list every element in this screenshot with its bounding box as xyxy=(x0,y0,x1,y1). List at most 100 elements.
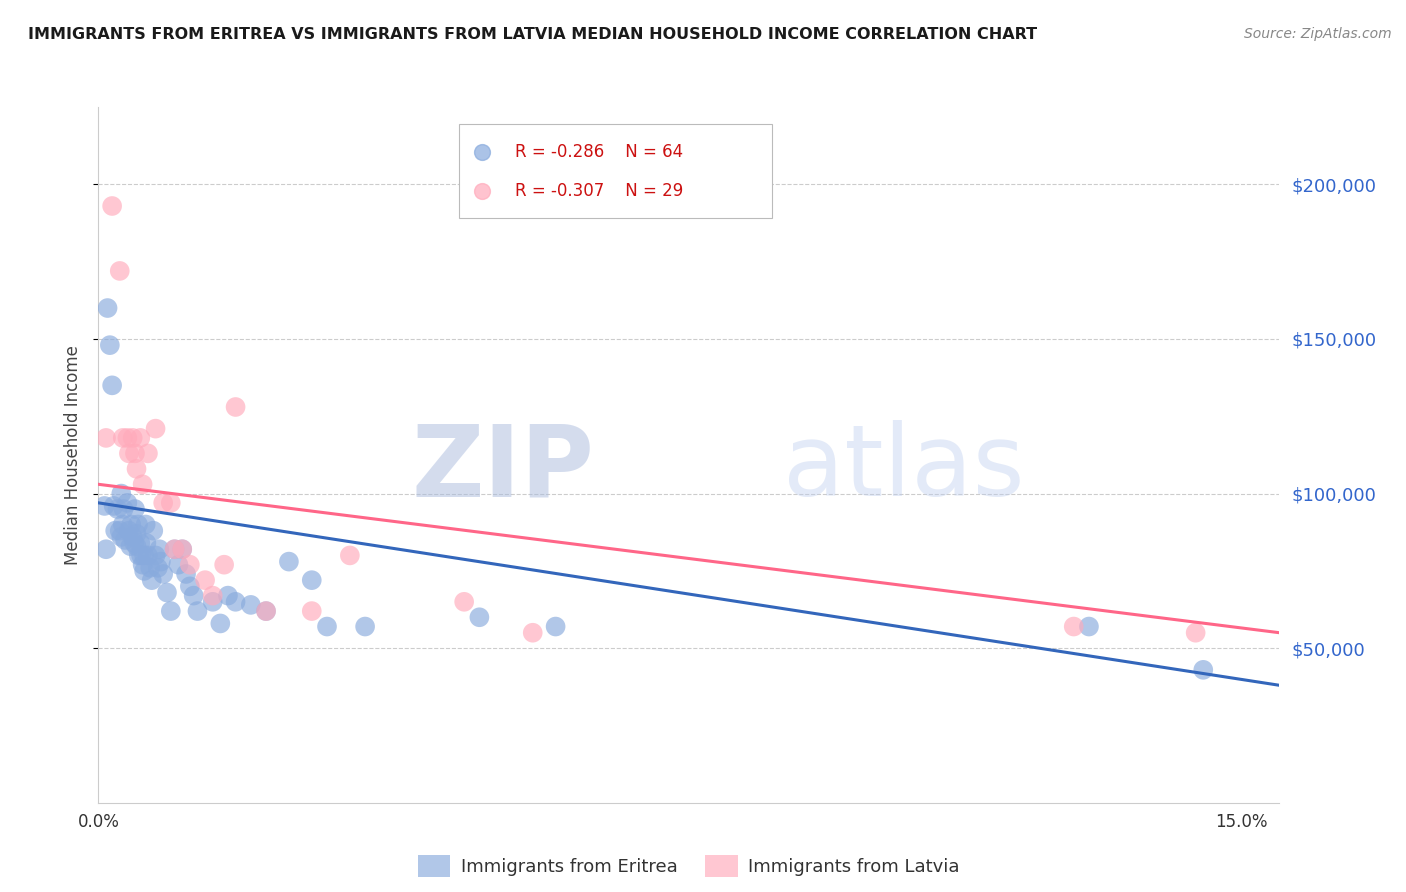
Text: Source: ZipAtlas.com: Source: ZipAtlas.com xyxy=(1244,27,1392,41)
Point xyxy=(108,524,131,538)
Point xyxy=(453,595,475,609)
Point xyxy=(124,502,146,516)
Point xyxy=(174,566,197,581)
Point xyxy=(112,502,135,516)
Legend: Immigrants from Eritrea, Immigrants from Latvia: Immigrants from Eritrea, Immigrants from… xyxy=(411,847,967,884)
Y-axis label: Median Household Income: Median Household Income xyxy=(65,345,83,565)
Point xyxy=(110,530,132,544)
Point xyxy=(149,555,172,569)
Point xyxy=(145,549,167,563)
Point xyxy=(131,558,153,572)
Point xyxy=(163,542,186,557)
Point xyxy=(254,604,277,618)
Point xyxy=(134,549,156,563)
Point xyxy=(239,598,262,612)
Point xyxy=(118,524,141,538)
Point xyxy=(121,431,143,445)
Point xyxy=(93,499,115,513)
Point xyxy=(301,573,323,587)
Point xyxy=(103,499,125,513)
Point xyxy=(118,446,141,460)
Point xyxy=(201,589,224,603)
Point xyxy=(212,558,235,572)
Point xyxy=(101,199,124,213)
Point xyxy=(167,558,190,572)
Point xyxy=(98,338,121,352)
Point xyxy=(172,542,194,557)
Point xyxy=(136,446,159,460)
Point xyxy=(145,422,167,436)
Point xyxy=(114,533,136,547)
Point xyxy=(111,517,134,532)
Point xyxy=(129,431,152,445)
Point xyxy=(225,400,247,414)
Point xyxy=(141,573,163,587)
Point xyxy=(194,573,217,587)
Point xyxy=(117,431,139,445)
Point xyxy=(1184,625,1206,640)
Point xyxy=(277,555,299,569)
Point xyxy=(522,625,544,640)
Point xyxy=(152,496,174,510)
Point xyxy=(142,524,165,538)
Point xyxy=(110,486,132,500)
Point xyxy=(104,524,127,538)
Point xyxy=(186,604,208,618)
Point xyxy=(354,619,377,633)
Point xyxy=(124,446,146,460)
Text: IMMIGRANTS FROM ERITREA VS IMMIGRANTS FROM LATVIA MEDIAN HOUSEHOLD INCOME CORREL: IMMIGRANTS FROM ERITREA VS IMMIGRANTS FR… xyxy=(28,27,1038,42)
Point xyxy=(172,542,194,557)
Text: R = -0.286    N = 64: R = -0.286 N = 64 xyxy=(516,144,683,161)
Point xyxy=(120,517,142,532)
Point xyxy=(544,619,567,633)
Point xyxy=(131,477,153,491)
Point xyxy=(468,610,491,624)
Point xyxy=(122,536,145,550)
Point xyxy=(97,301,120,315)
Point xyxy=(152,566,174,581)
Point xyxy=(129,549,152,563)
Point xyxy=(128,549,150,563)
Point xyxy=(111,431,134,445)
Point xyxy=(107,502,129,516)
Point xyxy=(156,585,179,599)
Point xyxy=(148,542,170,557)
Text: ZIP: ZIP xyxy=(412,420,595,517)
Point xyxy=(121,530,143,544)
Point xyxy=(135,517,157,532)
Point xyxy=(127,517,149,532)
Point xyxy=(209,616,232,631)
Point xyxy=(1078,619,1101,633)
Point xyxy=(201,595,224,609)
Text: atlas: atlas xyxy=(783,420,1025,517)
Point xyxy=(301,604,323,618)
Point xyxy=(225,595,247,609)
Point xyxy=(125,539,148,553)
Point xyxy=(136,549,159,563)
Point xyxy=(94,431,117,445)
Point xyxy=(159,496,181,510)
Point xyxy=(254,604,277,618)
Point xyxy=(217,589,239,603)
Point xyxy=(179,558,201,572)
Point xyxy=(316,619,339,633)
Point xyxy=(101,378,124,392)
FancyBboxPatch shape xyxy=(458,124,772,219)
Text: R = -0.307    N = 29: R = -0.307 N = 29 xyxy=(516,182,683,200)
Point xyxy=(125,526,148,541)
Point xyxy=(135,536,157,550)
Point xyxy=(163,542,186,557)
Point xyxy=(146,561,169,575)
Point xyxy=(183,589,205,603)
Point xyxy=(179,579,201,593)
Point xyxy=(108,264,131,278)
Point xyxy=(134,564,156,578)
Point xyxy=(120,539,142,553)
Point xyxy=(125,462,148,476)
Point xyxy=(117,496,139,510)
Point xyxy=(139,561,162,575)
Point xyxy=(129,536,152,550)
Point xyxy=(94,542,117,557)
Point xyxy=(1192,663,1215,677)
Point xyxy=(159,604,181,618)
